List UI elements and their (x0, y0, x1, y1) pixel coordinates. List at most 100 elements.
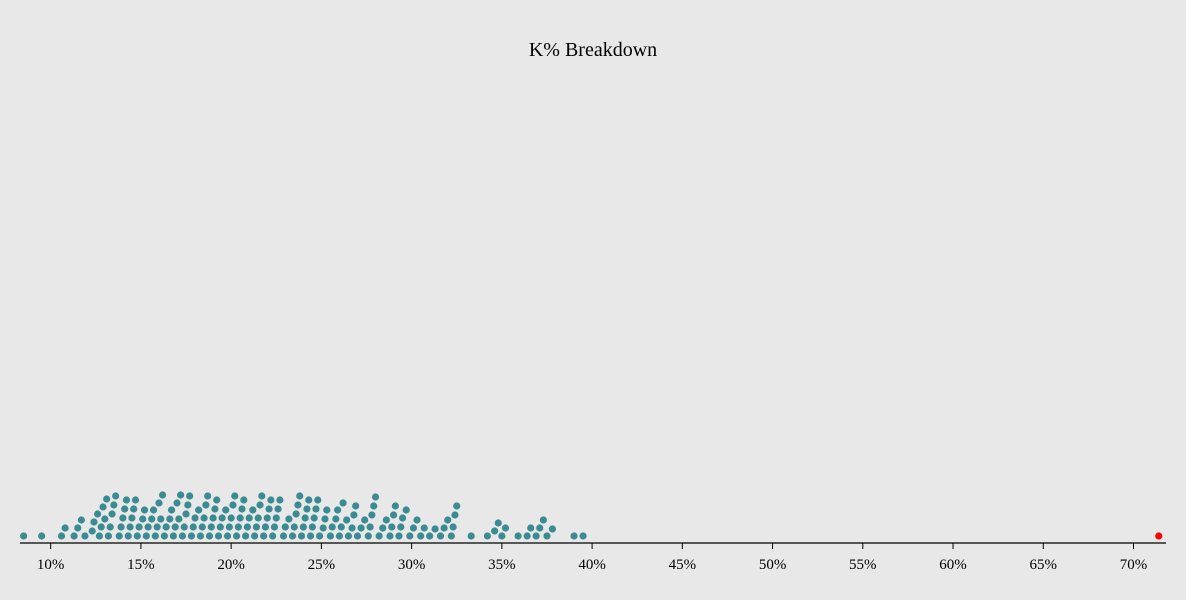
data-point (223, 532, 232, 540)
data-point (207, 523, 215, 531)
data-point (126, 523, 134, 531)
data-point (267, 496, 275, 504)
data-point (216, 523, 224, 531)
data-point (101, 515, 109, 523)
data-point (99, 503, 107, 511)
data-point (153, 523, 161, 531)
data-point (175, 515, 183, 523)
data-point (451, 511, 459, 519)
data-point (270, 523, 279, 531)
data-point (426, 532, 434, 540)
data-point (306, 532, 315, 540)
data-point (256, 501, 264, 509)
data-point (276, 496, 284, 504)
data-point (252, 523, 261, 531)
data-point (104, 532, 113, 540)
data-point (140, 506, 149, 514)
x-tick-label: 65% (1030, 557, 1058, 573)
data-point (90, 518, 98, 526)
data-point (168, 506, 176, 514)
data-point (169, 532, 177, 540)
data-point (269, 532, 277, 540)
data-point (178, 532, 187, 540)
data-point (189, 523, 197, 531)
data-point (323, 506, 331, 514)
data-point (290, 523, 298, 531)
data-point (397, 523, 405, 531)
data-point (20, 532, 28, 540)
data-point (334, 506, 342, 514)
data-point (409, 524, 418, 532)
data-point (186, 492, 194, 500)
data-point (157, 515, 165, 523)
data-point (124, 532, 132, 540)
data-point (447, 532, 455, 540)
data-point (158, 491, 167, 499)
data-point (155, 499, 163, 507)
data-point (200, 514, 208, 522)
data-point (149, 506, 158, 514)
data-point (350, 511, 358, 519)
data-point (453, 502, 461, 510)
data-points (20, 491, 1163, 540)
data-point (177, 491, 185, 499)
x-tick-label: 55% (849, 557, 877, 573)
data-point (119, 514, 127, 522)
x-tick-label: 50% (759, 557, 787, 573)
data-point (38, 532, 46, 540)
data-point (498, 532, 506, 540)
data-point (240, 496, 248, 504)
data-point (312, 505, 320, 513)
data-point (344, 532, 353, 540)
data-point (231, 492, 239, 500)
data-point (196, 532, 205, 540)
data-point (198, 523, 206, 531)
data-point (391, 502, 399, 510)
data-point (413, 516, 421, 524)
data-point (436, 532, 445, 540)
data-point (386, 532, 394, 540)
data-point (263, 514, 271, 522)
x-axis-ticks: 10% 15% 20% 25% 30% 35% 40% 45% 50% 55% 60% 65% 70% (37, 543, 1147, 573)
data-point (543, 532, 551, 540)
data-point (532, 532, 540, 540)
x-tick-label: 15% (127, 557, 155, 573)
data-point (115, 532, 123, 540)
x-tick-label: 10% (37, 557, 65, 573)
data-point (103, 495, 111, 503)
data-point (539, 516, 547, 524)
data-point (379, 524, 387, 532)
data-point (357, 524, 365, 532)
data-point (112, 492, 120, 500)
data-point (296, 492, 304, 500)
data-point (328, 523, 336, 531)
data-point (229, 501, 237, 509)
data-point (440, 524, 448, 532)
data-point (234, 523, 242, 531)
data-point (232, 532, 241, 540)
data-point (371, 493, 380, 501)
data-point (122, 496, 131, 504)
data-point (249, 506, 257, 514)
data-point (274, 505, 282, 513)
data-point (265, 505, 273, 513)
data-point (326, 532, 335, 540)
data-point (288, 532, 297, 540)
data-point (70, 532, 78, 540)
data-point (449, 523, 457, 531)
data-point (160, 532, 168, 540)
data-point (361, 516, 369, 524)
data-point (260, 532, 268, 540)
data-point (501, 524, 510, 532)
data-point (241, 532, 250, 540)
data-point (310, 514, 318, 522)
data-point (222, 506, 230, 514)
data-point (148, 515, 156, 523)
data-point (173, 499, 181, 507)
data-point (135, 523, 143, 531)
data-point (368, 511, 376, 519)
data-point (395, 532, 403, 540)
data-point (144, 523, 152, 531)
data-point (258, 492, 266, 500)
data-point (81, 532, 89, 540)
